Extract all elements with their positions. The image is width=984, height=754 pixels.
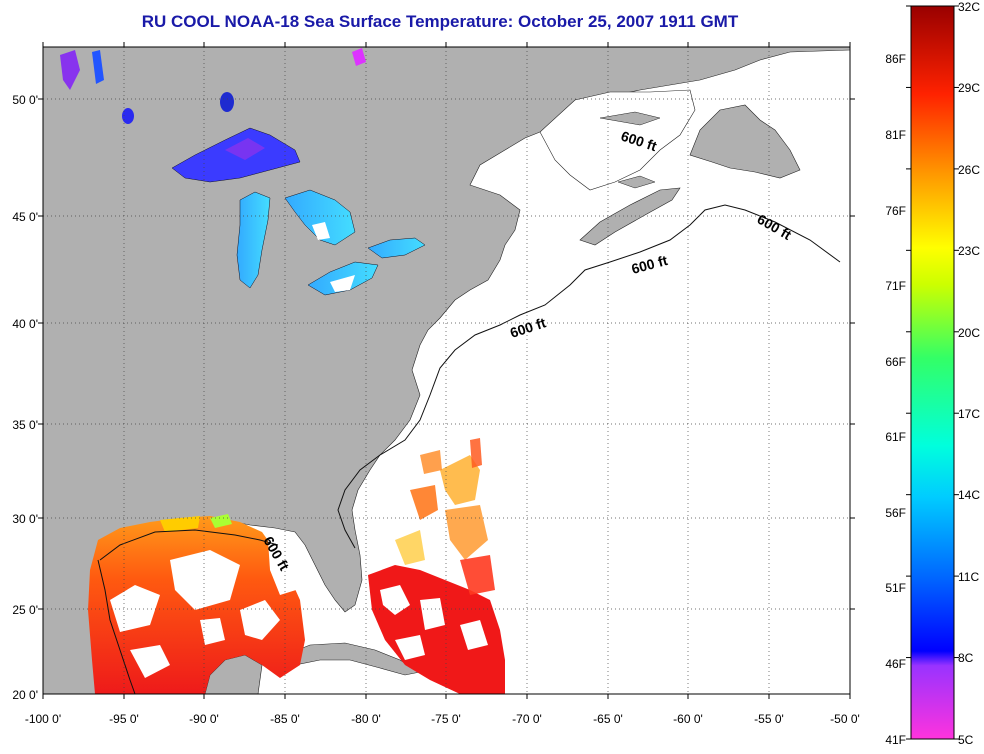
great-lakes [60, 48, 426, 296]
lake-small-1 [122, 108, 134, 124]
lake-erie-ice [330, 275, 355, 292]
sst-atlantic-scatter [395, 438, 495, 595]
land-cuba [284, 642, 421, 676]
lat-label: 30 0' [12, 512, 38, 526]
lon-label: -60 0' [673, 712, 703, 726]
lake-superior-purple [225, 138, 265, 160]
cloud-gaps-gulf [110, 540, 296, 678]
lat-label: 50 0' [12, 93, 38, 107]
gulf-st-lawrence [539, 89, 696, 191]
lon-label: -50 0' [830, 712, 860, 726]
gridlines [43, 47, 850, 694]
lat-label: 20 0' [12, 688, 38, 702]
lake-michigan [236, 191, 271, 289]
lon-label: -90 0' [189, 712, 219, 726]
lake-huron-ice [312, 222, 330, 240]
latitude-labels: 50 0' 45 0' 40 0' 35 0' 30 0' 25 0' 20 0… [12, 93, 38, 702]
lat-label: 25 0' [12, 603, 38, 617]
map-title: RU COOL NOAA-18 Sea Surface Temperature:… [141, 12, 739, 31]
lon-label: -80 0' [351, 712, 381, 726]
lake-small-2 [60, 50, 80, 90]
land-anticosti [599, 111, 661, 126]
lat-label: 45 0' [12, 210, 38, 224]
lon-label: -65 0' [593, 712, 623, 726]
lat-label: 40 0' [12, 317, 38, 331]
lon-label: -70 0' [512, 712, 542, 726]
land-nova-scotia [579, 187, 681, 246]
lake-nipigon [220, 92, 234, 112]
lat-label: 35 0' [12, 418, 38, 432]
lon-label: -100 0' [25, 712, 61, 726]
lon-label: -95 0' [109, 712, 139, 726]
land-newfoundland [689, 104, 801, 179]
sst-gulf-yellow-patch [160, 516, 200, 532]
axis-ticks [38, 42, 855, 699]
lake-ontario [367, 237, 426, 259]
isobath-600ft [97, 204, 841, 695]
land-pei [617, 175, 656, 189]
sst-gulf-green-patch [210, 514, 232, 528]
longitude-labels: -100 0' -95 0' -90 0' -85 0' -80 0' -75 … [25, 712, 860, 726]
lake-huron [284, 189, 356, 246]
lon-label: -55 0' [754, 712, 784, 726]
lon-label: -85 0' [270, 712, 300, 726]
cloud-gaps-bahamas [380, 585, 488, 660]
lon-label: -75 0' [431, 712, 461, 726]
lake-small-3 [352, 48, 366, 66]
lake-small-4 [92, 50, 104, 84]
